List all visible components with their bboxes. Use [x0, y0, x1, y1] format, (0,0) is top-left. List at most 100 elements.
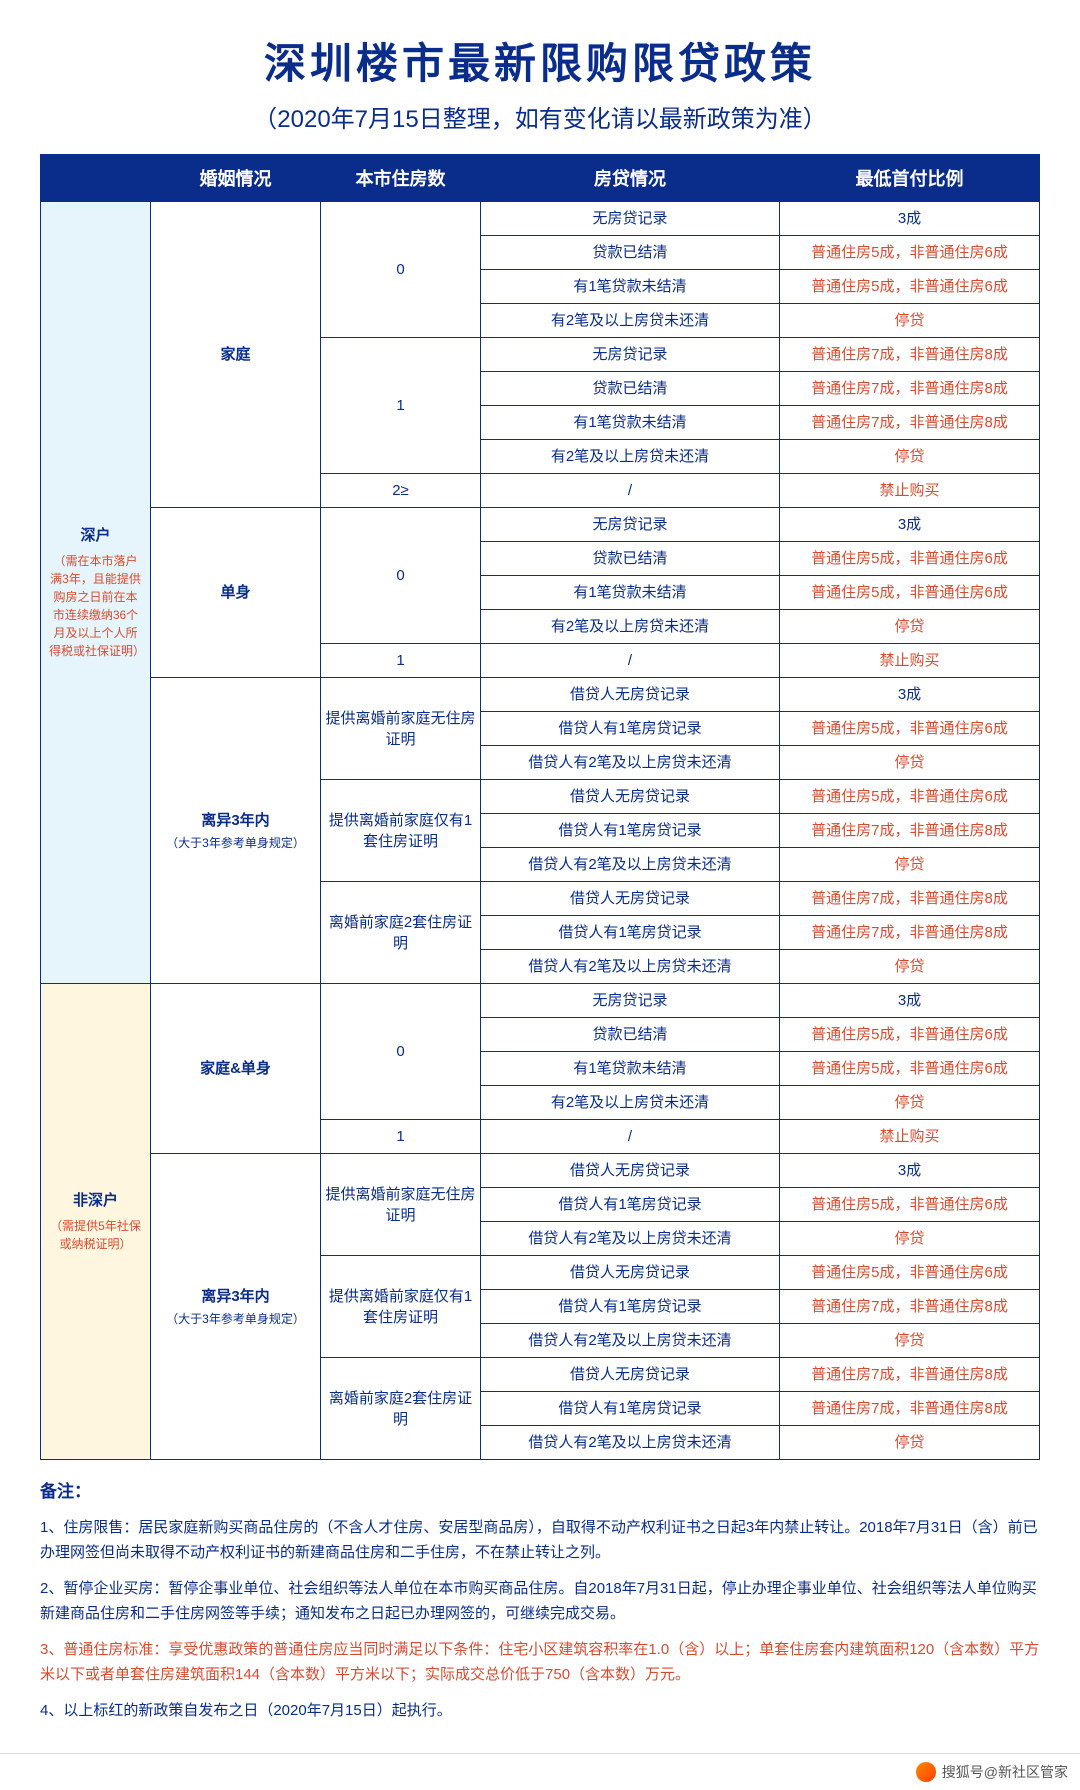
- ratio-cell: 普通住房5成，非普通住房6成: [780, 712, 1040, 746]
- ratio-cell: 停贷: [780, 440, 1040, 474]
- marital-family: 家庭: [151, 202, 321, 508]
- loan-cell: 借贷人有1笔房贷记录: [481, 1290, 780, 1324]
- loan-cell: 借贷人有2笔及以上房贷未还清: [481, 848, 780, 882]
- ratio-cell: 禁止购买: [780, 474, 1040, 508]
- footer: 搜狐号@新社区管家: [0, 1753, 1080, 1790]
- loan-cell: 有2笔及以上房贷未还清: [481, 304, 780, 338]
- loan-cell: 有2笔及以上房贷未还清: [481, 440, 780, 474]
- loan-cell: 贷款已结清: [481, 542, 780, 576]
- ratio-cell: 3成: [780, 678, 1040, 712]
- loan-cell: 无房贷记录: [481, 508, 780, 542]
- ratio-cell: 普通住房7成，非普通住房8成: [780, 882, 1040, 916]
- ratio-cell: 普通住房5成，非普通住房6成: [780, 542, 1040, 576]
- table-header-row: 婚姻情况 本市住房数 房贷情况 最低首付比例: [41, 155, 1040, 202]
- ratio-cell: 普通住房7成，非普通住房8成: [780, 814, 1040, 848]
- ratio-cell: 停贷: [780, 746, 1040, 780]
- count-1: 1: [321, 644, 481, 678]
- loan-cell: 无房贷记录: [481, 202, 780, 236]
- th-blank: [41, 155, 151, 202]
- count-1: 1: [321, 1120, 481, 1154]
- marital-divorced-label: 离异3年内: [201, 1288, 269, 1305]
- notes-heading: 备注：: [40, 1478, 1040, 1507]
- proof-one: 提供离婚前家庭仅有1套住房证明: [321, 780, 481, 882]
- proof-two: 离婚前家庭2套住房证明: [321, 882, 481, 984]
- ratio-cell: 停贷: [780, 950, 1040, 984]
- ratio-cell: 普通住房5成，非普通住房6成: [780, 1256, 1040, 1290]
- loan-cell: 借贷人无房贷记录: [481, 882, 780, 916]
- marital-divorced-label: 离异3年内: [201, 812, 269, 829]
- ratio-cell: 停贷: [780, 848, 1040, 882]
- loan-cell: 有1笔贷款未结清: [481, 576, 780, 610]
- footer-text: 搜狐号@新社区管家: [942, 1762, 1068, 1782]
- loan-cell: 借贷人有2笔及以上房贷未还清: [481, 1426, 780, 1460]
- ratio-cell: 普通住房5成，非普通住房6成: [780, 576, 1040, 610]
- loan-cell: 借贷人有1笔房贷记录: [481, 916, 780, 950]
- ratio-cell: 普通住房7成，非普通住房8成: [780, 1358, 1040, 1392]
- policy-table: 婚姻情况 本市住房数 房贷情况 最低首付比例 深户 （需在本市落户满3年，且能提…: [40, 154, 1040, 1460]
- loan-cell: /: [481, 644, 780, 678]
- note-4: 4、以上标红的新政策自发布之日（2020年7月15日）起执行。: [40, 1698, 1040, 1724]
- loan-cell: 借贷人有1笔房贷记录: [481, 1392, 780, 1426]
- marital-divorced: 离异3年内 （大于3年参考单身规定）: [151, 678, 321, 984]
- marital-single: 单身: [151, 508, 321, 678]
- loan-cell: 贷款已结清: [481, 1018, 780, 1052]
- ratio-cell: 3成: [780, 1154, 1040, 1188]
- proof-none: 提供离婚前家庭无住房证明: [321, 678, 481, 780]
- loan-cell: 借贷人无房贷记录: [481, 780, 780, 814]
- ratio-cell: 禁止购买: [780, 1120, 1040, 1154]
- marital-divorced: 离异3年内 （大于3年参考单身规定）: [151, 1154, 321, 1460]
- loan-cell: 有1笔贷款未结清: [481, 270, 780, 304]
- count-2plus: 2≥: [321, 474, 481, 508]
- cat-nonshenzhen: 非深户 （需提供5年社保或纳税证明）: [41, 984, 151, 1460]
- th-ratio: 最低首付比例: [780, 155, 1040, 202]
- ratio-cell: 普通住房5成，非普通住房6成: [780, 1052, 1040, 1086]
- ratio-cell: 停贷: [780, 1426, 1040, 1460]
- marital-family-single: 家庭&单身: [151, 984, 321, 1154]
- loan-cell: 借贷人有2笔及以上房贷未还清: [481, 1222, 780, 1256]
- ratio-cell: 停贷: [780, 304, 1040, 338]
- loan-cell: 借贷人无房贷记录: [481, 1358, 780, 1392]
- ratio-cell: 停贷: [780, 1086, 1040, 1120]
- ratio-cell: 普通住房7成，非普通住房8成: [780, 338, 1040, 372]
- loan-cell: 借贷人有2笔及以上房贷未还清: [481, 1324, 780, 1358]
- ratio-cell: 禁止购买: [780, 644, 1040, 678]
- count-0: 0: [321, 202, 481, 338]
- loan-cell: 有1笔贷款未结清: [481, 1052, 780, 1086]
- loan-cell: 借贷人有1笔房贷记录: [481, 814, 780, 848]
- ratio-cell: 普通住房5成，非普通住房6成: [780, 780, 1040, 814]
- marital-divorced-note: （大于3年参考单身规定）: [155, 1311, 316, 1328]
- loan-cell: 借贷人无房贷记录: [481, 1154, 780, 1188]
- ratio-cell: 3成: [780, 984, 1040, 1018]
- loan-cell: 有2笔及以上房贷未还清: [481, 1086, 780, 1120]
- th-loan: 房贷情况: [481, 155, 780, 202]
- ratio-cell: 普通住房7成，非普通住房8成: [780, 916, 1040, 950]
- proof-two: 离婚前家庭2套住房证明: [321, 1358, 481, 1460]
- ratio-cell: 普通住房5成，非普通住房6成: [780, 1188, 1040, 1222]
- ratio-cell: 停贷: [780, 1324, 1040, 1358]
- proof-none: 提供离婚前家庭无住房证明: [321, 1154, 481, 1256]
- cat-nonshenzhen-note: （需提供5年社保或纳税证明）: [45, 1217, 146, 1253]
- loan-cell: 借贷人有2笔及以上房贷未还清: [481, 950, 780, 984]
- ratio-cell: 3成: [780, 508, 1040, 542]
- note-1: 1、住房限售：居民家庭新购买商品住房的（不含人才住房、安居型商品房），自取得不动…: [40, 1515, 1040, 1566]
- loan-cell: 贷款已结清: [481, 236, 780, 270]
- cat-shenzhen-label: 深户: [80, 527, 110, 544]
- ratio-cell: 普通住房5成，非普通住房6成: [780, 1018, 1040, 1052]
- loan-cell: 有2笔及以上房贷未还清: [481, 610, 780, 644]
- loan-cell: 借贷人无房贷记录: [481, 1256, 780, 1290]
- note-2: 2、暂停企业买房：暂停企事业单位、社会组织等法人单位在本市购买商品住房。自201…: [40, 1576, 1040, 1627]
- loan-cell: 无房贷记录: [481, 984, 780, 1018]
- th-house-count: 本市住房数: [321, 155, 481, 202]
- count-1: 1: [321, 338, 481, 474]
- th-marital: 婚姻情况: [151, 155, 321, 202]
- loan-cell: 借贷人有1笔房贷记录: [481, 712, 780, 746]
- loan-cell: 借贷人有1笔房贷记录: [481, 1188, 780, 1222]
- ratio-cell: 普通住房7成，非普通住房8成: [780, 1392, 1040, 1426]
- loan-cell: 无房贷记录: [481, 338, 780, 372]
- ratio-cell: 停贷: [780, 1222, 1040, 1256]
- cat-nonshenzhen-label: 非深户: [73, 1192, 118, 1209]
- cat-shenzhen-note: （需在本市落户满3年，且能提供购房之日前在本市连续缴纳36个月及以上个人所得税或…: [45, 552, 146, 660]
- ratio-cell: 普通住房5成，非普通住房6成: [780, 236, 1040, 270]
- ratio-cell: 普通住房7成，非普通住房8成: [780, 372, 1040, 406]
- ratio-cell: 3成: [780, 202, 1040, 236]
